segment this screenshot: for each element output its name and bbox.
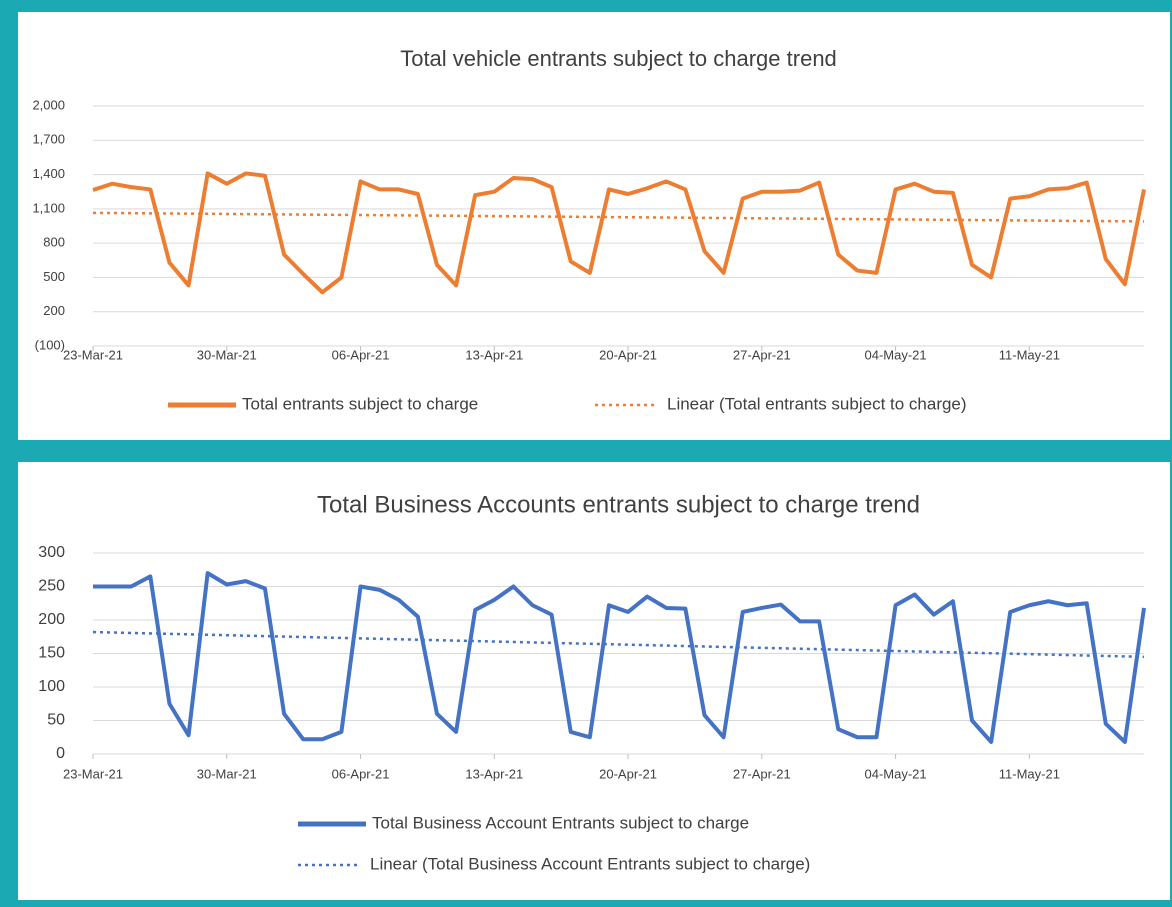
x-tick-label: 04-May-21 [865,347,927,362]
trendline [92,630,1145,659]
x-tick-label: 11-May-21 [999,347,1060,362]
y-tick-label: 1,400 [32,166,65,181]
x-tick-label: 06-Apr-21 [332,347,390,362]
panel [18,462,1170,900]
x-tick-label: 04-May-21 [865,766,927,781]
x-tick-label: 11-May-21 [999,766,1060,781]
legend-label: Total entrants subject to charge [242,394,478,413]
data-line [92,171,1146,295]
y-tick-label: 1,700 [32,132,65,147]
chart-title: Total vehicle entrants subject to charge… [400,46,837,71]
y-tick-label: 1,100 [32,200,65,215]
panel [18,12,1170,440]
y-tick-label: 800 [43,235,65,250]
x-tick-label: 13-Apr-21 [465,347,523,362]
x-tick-label: 13-Apr-21 [465,766,523,781]
y-tick-label: 2,000 [32,97,65,112]
y-tick-label: 200 [43,303,65,318]
x-tick-label: 20-Apr-21 [599,766,657,781]
y-tick-label: 500 [43,269,65,284]
x-tick-label: 23-Mar-21 [63,347,123,362]
x-tick-label: 06-Apr-21 [332,766,390,781]
x-tick-label: 27-Apr-21 [733,766,791,781]
chart-title: Total Business Accounts entrants subject… [317,491,920,518]
legend-label: Linear (Total Business Account Entrants … [370,854,810,873]
x-tick-label: 27-Apr-21 [733,347,791,362]
y-tick-label: (100) [35,337,65,352]
y-tick-label: 50 [47,712,65,729]
y-tick-label: 0 [56,745,65,762]
legend-label: Linear (Total entrants subject to charge… [667,394,967,413]
x-tick-label: 30-Mar-21 [197,347,257,362]
legend-label: Total Business Account Entrants subject … [372,813,749,832]
x-tick-label: 23-Mar-21 [63,766,123,781]
y-tick-label: 300 [38,544,65,561]
data-line [93,571,1146,744]
x-tick-label: 20-Apr-21 [599,347,657,362]
y-tick-label: 150 [38,645,65,662]
y-tick-label: 100 [38,678,65,695]
y-tick-label: 250 [38,578,65,595]
y-tick-label: 200 [38,611,65,628]
trendline [92,211,1145,223]
x-tick-label: 30-Mar-21 [197,766,257,781]
